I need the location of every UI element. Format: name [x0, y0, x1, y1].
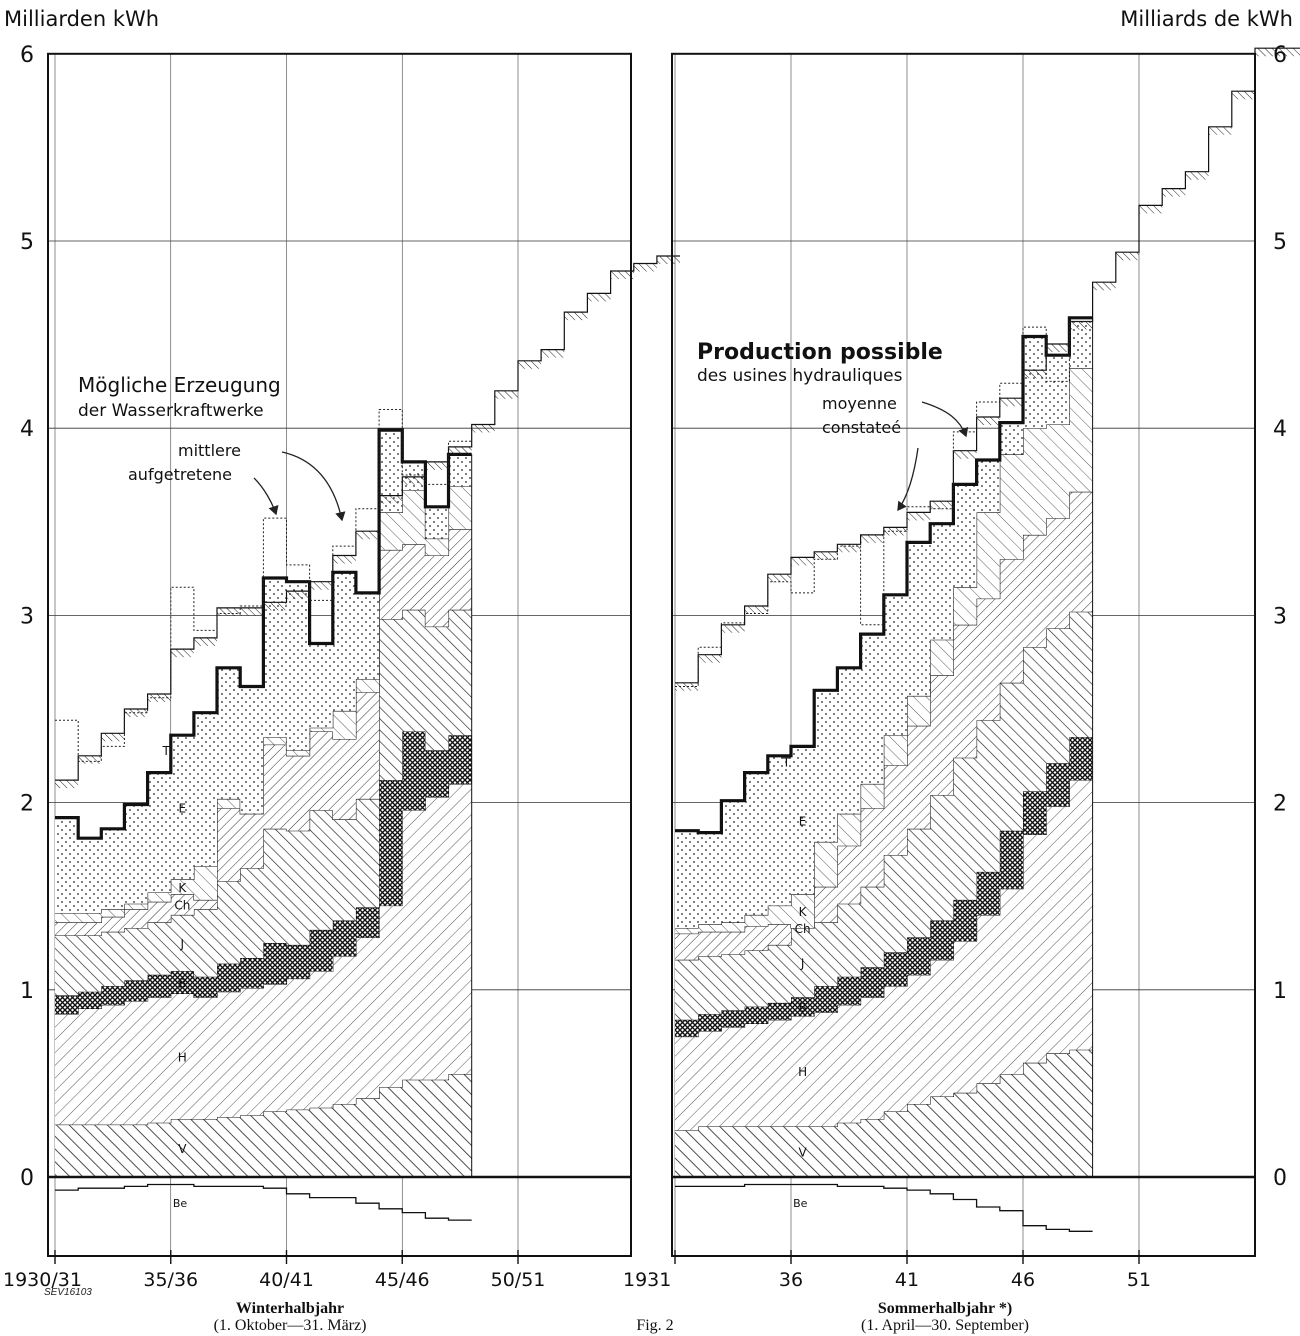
winter-band-j: [55, 609, 472, 996]
y-tick-left-1: 1: [20, 979, 34, 1004]
summer-axis-subtitle: (1. April—30. September): [861, 1317, 1029, 1334]
y-tick-right-1: 1: [1273, 979, 1287, 1004]
winter-annotation-aufgetretene: aufgetretene: [128, 465, 232, 484]
winter-frame: [47, 52, 632, 1257]
y-tick-right-0: 0: [1273, 1166, 1287, 1191]
summer-annotation-moyenne: moyenne: [822, 394, 897, 413]
winter-band-v: [55, 1074, 472, 1177]
winter-xtick-label-2: 40/41: [259, 1269, 314, 1291]
summer-arrow-moyenne: [921, 401, 969, 438]
summer-axis-title: Sommerhalbjahr *): [878, 1300, 1012, 1317]
summer-annotation-subtitle: des usines hydrauliques: [697, 366, 903, 386]
winter-series-label-ch: Ch: [174, 899, 190, 913]
winter-band-b: [55, 731, 472, 1015]
winter-series-label-b: B: [178, 976, 186, 990]
y-tick-right-3: 3: [1273, 604, 1287, 629]
summer-frame: [671, 52, 1256, 1257]
summer-xtick-label-0: 1931: [623, 1269, 671, 1291]
winter-series-label-j: J: [180, 937, 185, 951]
figure-label: Fig. 2: [636, 1317, 673, 1334]
winter-series-label-be: Be: [173, 1197, 188, 1210]
summer-series-label-v: V: [798, 1146, 807, 1160]
y-tick-right-6: 6: [1273, 43, 1287, 68]
y-tick-left-6: 6: [20, 43, 34, 68]
summer-possible-band: [675, 48, 1300, 691]
summer-series-label-j: J: [800, 957, 805, 971]
summer-arrow-constatee: [897, 447, 919, 512]
summer-annotation-title: Production possible: [697, 340, 943, 365]
y-tick-right-4: 4: [1273, 417, 1287, 442]
summer-series-label-ch: Ch: [795, 922, 811, 936]
y-tick-left-4: 4: [20, 417, 34, 442]
y-tick-left-3: 3: [20, 604, 34, 629]
summer-xtick-label-2: 41: [895, 1269, 919, 1291]
summer-xtick-label-1: 36: [779, 1269, 803, 1291]
y-tick-left-0: 0: [20, 1166, 34, 1191]
winter-possible-band: [55, 256, 680, 789]
summer-possible-mean-line: [675, 47, 1300, 684]
winter-xtick-label-3: 45/46: [375, 1269, 430, 1291]
winter-annotation-title: Mögliche Erzeugung: [78, 373, 281, 397]
winter-possible-mean-line: [55, 255, 680, 781]
winter-possible-observed-line: [55, 409, 472, 762]
winter-band-h: [55, 783, 472, 1125]
summer-series-label-h: H: [798, 1065, 807, 1079]
left-unit-label: Milliarden kWh: [4, 7, 159, 31]
summer-band-b: [675, 737, 1093, 1037]
y-tick-right-5: 5: [1273, 230, 1287, 255]
summer-series-label-t: T: [782, 755, 791, 769]
winter-panel: 1930/31 35/36 40/41 45/46 50/51 V H B J Ch K E Be T: [3, 52, 680, 1291]
winter-arrow-mittlere: [281, 451, 346, 522]
winter-series-label-v: V: [178, 1142, 187, 1156]
summer-annotation-constatee: constateé: [822, 418, 901, 437]
summer-series-label-b: B: [798, 1001, 806, 1015]
summer-band-j: [675, 611, 1093, 1020]
summer-series-label-be: Be: [793, 1197, 808, 1210]
summer-series-label-k: K: [799, 905, 808, 919]
winter-series-label-h: H: [178, 1050, 187, 1064]
summer-xtick-label-4: 51: [1127, 1269, 1151, 1291]
winter-xtick-label-0: 1930/31: [3, 1269, 82, 1291]
winter-series-label-t: T: [161, 744, 170, 758]
winter-annotation-mittlere: mittlere: [178, 441, 241, 460]
winter-xtick-label-1: 35/36: [143, 1269, 198, 1291]
right-unit-label: Milliards de kWh: [1120, 7, 1293, 31]
summer-band-ch: [675, 491, 1093, 960]
summer-possible-observed-line: [675, 321, 1093, 687]
winter-axis-subtitle: (1. Oktober—31. März): [214, 1317, 367, 1334]
winter-band-e: [55, 430, 472, 913]
summer-be-line: [675, 1183, 1093, 1232]
winter-be-line: [55, 1183, 472, 1221]
y-axis-labels: 0 0 1 1 2 2 3 3 4 4 5 5 6 6: [20, 43, 1287, 1191]
document-code: SEV16103: [44, 1287, 92, 1298]
winter-series-label-e: E: [179, 801, 187, 815]
winter-band-ch: [55, 529, 472, 936]
winter-xtick-label-4: 50/51: [491, 1269, 546, 1291]
y-tick-left-2: 2: [20, 792, 34, 817]
winter-axis-title: Winterhalbjahr: [236, 1300, 344, 1317]
summer-band-h: [675, 780, 1093, 1131]
summer-series-label-e: E: [799, 814, 807, 828]
winter-arrow-aufgetretene: [253, 477, 279, 516]
y-tick-left-5: 5: [20, 230, 34, 255]
summer-xtick-label-3: 46: [1011, 1269, 1035, 1291]
y-tick-right-2: 2: [1273, 792, 1287, 817]
winter-series-label-k: K: [178, 881, 187, 895]
winter-annotation-subtitle: der Wasserkraftwerke: [78, 401, 264, 421]
